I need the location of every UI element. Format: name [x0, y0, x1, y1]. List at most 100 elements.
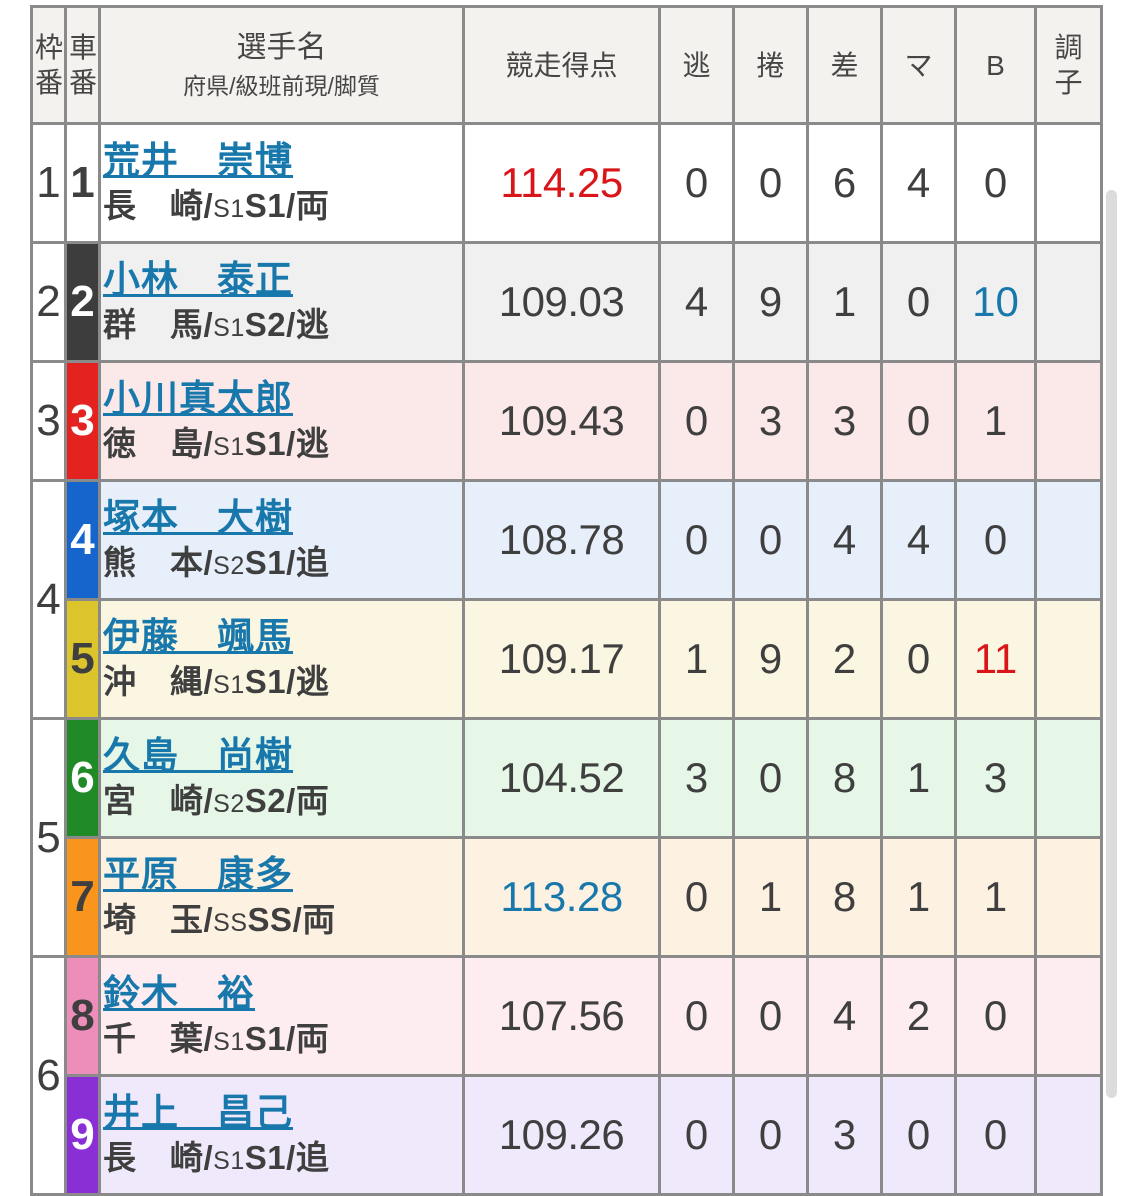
col-header-player-detail: 府県/級班前現/脚質 — [183, 73, 380, 100]
car-number: 2 — [64, 241, 101, 363]
car-number: 3 — [64, 360, 101, 482]
rider-name-link[interactable]: 荒井 崇博 — [103, 140, 293, 182]
stat-nige: 0 — [658, 1074, 735, 1196]
pref-label: 熊 本 — [103, 543, 204, 581]
rider-profile: 長 崎/S1S1/両 — [103, 186, 462, 224]
rider-row-4: 4 4 塚本 大樹 熊 本/S2S1/追 108.78 0 0 4 4 0 — [30, 479, 1103, 720]
separator: / — [286, 1138, 296, 1176]
rider-row-9: 9 井上 昌己 長 崎/S1S1/追 109.26 0 0 3 0 0 — [31, 1074, 1103, 1196]
stat-nige: 0 — [658, 122, 735, 244]
pref-label: 長 崎 — [103, 1138, 204, 1176]
pref-label: 徳 島 — [103, 424, 204, 462]
condition-cell — [1034, 955, 1103, 1077]
rider-profile: 沖 縄/S1S1/逃 — [103, 662, 462, 700]
col-header-frame: 枠番 — [30, 5, 67, 125]
stat-makuri: 0 — [732, 1074, 809, 1196]
rider-row-3: 3 3 小川真太郎 徳 島/S1S1/逃 109.43 0 3 3 0 1 — [30, 360, 1103, 482]
rider-profile: 埼 玉/SSSS/両 — [103, 900, 462, 938]
separator: / — [286, 662, 296, 700]
class-current: S1 — [244, 543, 287, 581]
stat-b: 3 — [954, 717, 1037, 839]
class-previous: S1 — [213, 194, 245, 223]
stat-nige: 0 — [658, 360, 735, 482]
separator: / — [203, 900, 214, 938]
race-score: 107.56 — [462, 955, 661, 1077]
stat-sashi: 1 — [806, 241, 883, 363]
rider-name-link[interactable]: 伊藤 颯馬 — [103, 616, 293, 658]
condition-cell — [1034, 598, 1103, 720]
header-row: 枠番 車番 選手名 府県/級班前現/脚質 競走得点 逃 捲 差 マ B 調子 — [30, 5, 1103, 125]
class-current: S2 — [244, 781, 287, 819]
separator: / — [203, 186, 214, 224]
rider-name-link[interactable]: 小川真太郎 — [103, 378, 293, 420]
player-cell: 鈴木 裕 千 葉/S1S1/両 — [98, 955, 465, 1077]
class-previous: S1 — [213, 313, 245, 342]
stat-sashi: 4 — [806, 479, 883, 601]
condition-cell — [1034, 360, 1103, 482]
player-cell: 塚本 大樹 熊 本/S2S1/追 — [98, 479, 465, 601]
stat-makuri: 0 — [732, 479, 809, 601]
frame-number: 1 — [30, 122, 67, 244]
rider-profile: 宮 崎/S2S2/両 — [103, 781, 462, 819]
pref-label: 千 葉 — [103, 1019, 204, 1057]
race-score: 109.26 — [462, 1074, 661, 1196]
car-number: 1 — [64, 122, 101, 244]
stat-nige: 4 — [658, 241, 735, 363]
class-previous: S1 — [213, 1027, 245, 1056]
rider-name-link[interactable]: 小林 泰正 — [103, 259, 293, 301]
stat-b: 0 — [954, 1074, 1037, 1196]
col-header-b: B — [954, 5, 1037, 125]
scrollbar-thumb[interactable] — [1106, 190, 1117, 1098]
stat-makuri: 9 — [732, 598, 809, 720]
stat-b: 0 — [954, 479, 1037, 601]
pref-label: 埼 玉 — [103, 900, 204, 938]
frame-number: 6 — [30, 955, 67, 1196]
stat-makuri: 3 — [732, 360, 809, 482]
stat-sashi: 8 — [806, 717, 883, 839]
condition-cell — [1034, 836, 1103, 958]
player-cell: 小川真太郎 徳 島/S1S1/逃 — [98, 360, 465, 482]
player-cell: 伊藤 颯馬 沖 縄/S1S1/逃 — [98, 598, 465, 720]
rider-profile: 千 葉/S1S1/両 — [103, 1019, 462, 1057]
leg-type: 両 — [295, 781, 330, 819]
leg-type: 両 — [295, 1019, 330, 1057]
separator: / — [203, 781, 214, 819]
col-header-player: 選手名 府県/級班前現/脚質 — [98, 5, 465, 125]
separator: / — [286, 424, 296, 462]
class-current: S1 — [244, 662, 287, 700]
frame-number: 5 — [30, 717, 67, 958]
stat-nige: 0 — [658, 836, 735, 958]
leg-type: 両 — [295, 186, 330, 224]
class-current: SS — [247, 900, 293, 938]
col-header-nige: 逃 — [658, 5, 735, 125]
stat-b: 11 — [954, 598, 1037, 720]
stat-makuri: 0 — [732, 717, 809, 839]
rider-row-7: 7 平原 康多 埼 玉/SSSS/両 113.28 0 1 8 1 1 — [31, 836, 1103, 958]
rider-name-link[interactable]: 井上 昌己 — [103, 1092, 293, 1134]
car-number: 6 — [64, 717, 101, 839]
race-score: 109.43 — [462, 360, 661, 482]
race-score: 108.78 — [462, 479, 661, 601]
condition-cell — [1034, 479, 1103, 601]
col-header-score: 競走得点 — [462, 5, 661, 125]
car-number: 5 — [64, 598, 101, 720]
stat-mark: 0 — [880, 241, 957, 363]
rider-name-link[interactable]: 平原 康多 — [103, 854, 293, 896]
rider-profile: 群 馬/S1S2/逃 — [103, 305, 462, 343]
separator: / — [292, 900, 303, 938]
condition-cell — [1034, 241, 1103, 363]
rider-name-link[interactable]: 塚本 大樹 — [103, 497, 293, 539]
separator: / — [286, 543, 296, 581]
stat-nige: 3 — [658, 717, 735, 839]
rider-name-link[interactable]: 鈴木 裕 — [103, 973, 255, 1015]
pref-label: 沖 縄 — [103, 662, 204, 700]
race-entry-table: 枠番 車番 選手名 府県/級班前現/脚質 競走得点 逃 捲 差 マ B 調子 1… — [30, 5, 1103, 1196]
class-previous: S2 — [213, 551, 245, 580]
rider-row-5: 5 伊藤 颯馬 沖 縄/S1S1/逃 109.17 1 9 2 0 11 — [31, 598, 1103, 720]
leg-type: 追 — [295, 543, 330, 581]
class-previous: S1 — [213, 432, 245, 461]
class-previous: S1 — [213, 670, 245, 699]
rider-name-link[interactable]: 久島 尚樹 — [103, 735, 293, 777]
pref-label: 群 馬 — [103, 305, 204, 343]
separator: / — [203, 1138, 214, 1176]
